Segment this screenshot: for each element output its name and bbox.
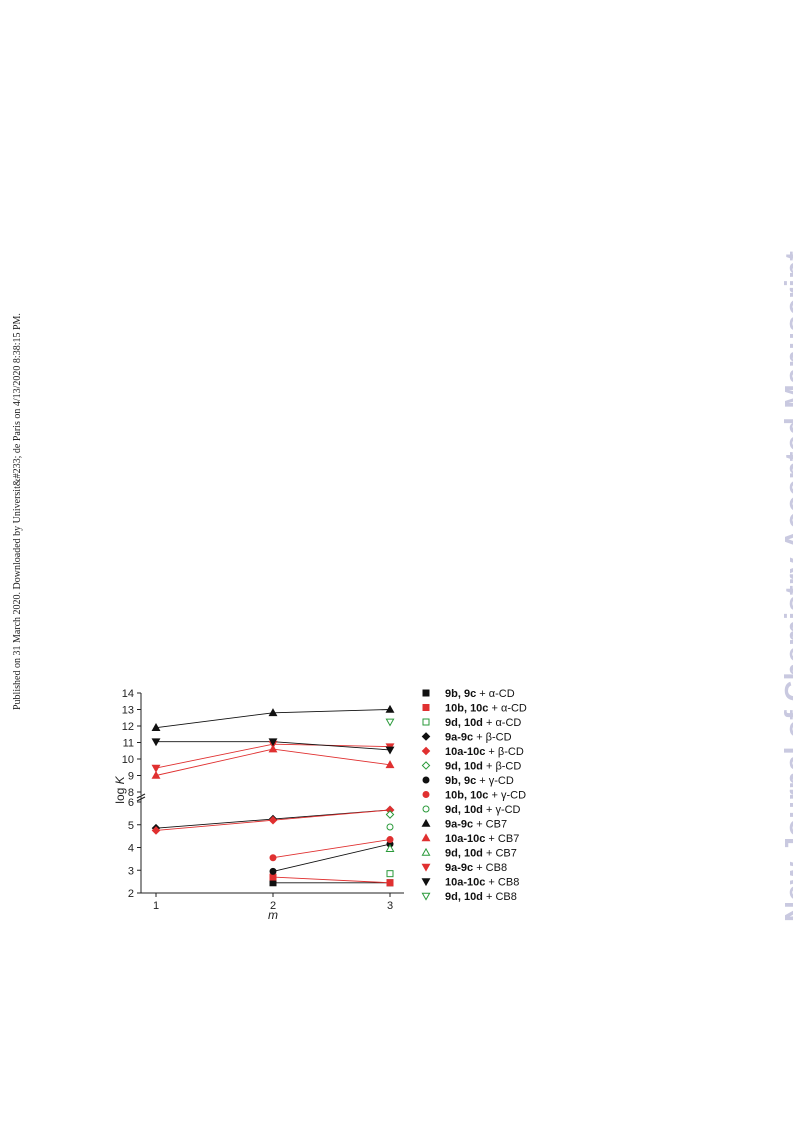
y-tick-label: 9 xyxy=(128,771,134,783)
legend-marker xyxy=(421,833,431,842)
x-axis-label: m xyxy=(268,908,278,922)
legend-marker xyxy=(421,818,431,827)
y-tick-label: 11 xyxy=(123,738,134,750)
y-tick-label: 2 xyxy=(128,888,134,900)
data-point xyxy=(385,704,395,713)
x-tick-label: 2 xyxy=(270,900,276,912)
legend-label: 10a-10c + CB8 xyxy=(445,877,519,889)
legend-marker xyxy=(421,746,431,756)
data-point xyxy=(151,826,161,835)
legend-marker xyxy=(422,776,430,784)
data-point xyxy=(269,873,277,881)
data-point xyxy=(269,867,277,875)
data-point xyxy=(386,823,394,831)
y-tick-label: 13 xyxy=(122,705,134,717)
y-tick-label: 12 xyxy=(122,721,134,733)
x-tick-label: 1 xyxy=(153,900,159,912)
legend-label: 9a-9c + CB8 xyxy=(445,862,507,874)
axis-break-mark xyxy=(136,793,146,799)
legend-label: 10a-10c + CB7 xyxy=(445,833,519,845)
legend-marker xyxy=(421,892,431,901)
legend-label: 9d, 10d + γ-CD xyxy=(445,804,521,816)
y-tick-label: 3 xyxy=(128,865,134,877)
legend-label: 10b, 10c + γ-CD xyxy=(445,790,526,802)
data-point xyxy=(268,815,278,825)
legend-label: 9d, 10d + β-CD xyxy=(445,761,521,773)
data-point xyxy=(151,738,161,747)
data-point xyxy=(385,844,395,852)
legend-label: 9a-9c + β-CD xyxy=(445,732,512,744)
legend-label: 9d, 10d + α-CD xyxy=(445,717,521,729)
data-point xyxy=(151,723,161,731)
data-point xyxy=(385,760,395,769)
series-line-2 xyxy=(272,876,391,884)
legend-marker xyxy=(422,689,430,697)
y-tick-label: 6 xyxy=(128,797,134,809)
data-point xyxy=(385,810,395,819)
data-point xyxy=(269,879,277,887)
data-point xyxy=(151,770,161,779)
legend-marker xyxy=(421,878,431,887)
y-axis-label: log K xyxy=(113,775,127,803)
legend-marker xyxy=(421,863,431,872)
legend-marker xyxy=(421,732,431,741)
data-point xyxy=(385,718,395,727)
legend-label: 9b, 9c + γ-CD xyxy=(445,775,514,787)
legend-marker xyxy=(422,805,430,813)
legend-label: 9d, 10d + CB7 xyxy=(445,848,517,860)
data-point xyxy=(151,764,161,773)
legend-label: 9a-9c + CB7 xyxy=(445,819,507,831)
data-point xyxy=(269,854,277,862)
legend-label: 10a-10c + β-CD xyxy=(445,746,524,758)
data-point xyxy=(268,738,278,747)
axis-break-mark xyxy=(136,796,146,802)
data-point xyxy=(386,879,394,887)
series-markers xyxy=(151,704,395,887)
legend-marker xyxy=(422,718,430,726)
legend-marker xyxy=(421,761,431,770)
data-point xyxy=(386,870,394,878)
series-line-7 xyxy=(272,843,391,872)
data-point xyxy=(385,746,395,755)
y-tick-label: 8 xyxy=(128,787,134,799)
y-tick-label: 5 xyxy=(128,820,134,832)
chart-legend: 9b, 9c + α-CD 10b, 10c + α-CD 9d, 10d + α-… xyxy=(421,688,527,903)
data-point xyxy=(268,708,278,717)
y-tick-label: 4 xyxy=(128,843,134,855)
series-line-8 xyxy=(272,839,391,859)
legend-marker xyxy=(422,704,430,711)
legend-marker xyxy=(422,791,430,798)
y-tick-label: 10 xyxy=(122,754,134,766)
y-tick-label: 14 xyxy=(122,688,134,700)
legend-label: 9b, 9c + α-CD xyxy=(445,688,515,700)
x-tick-label: 3 xyxy=(387,900,393,912)
series-line-11 xyxy=(155,748,391,776)
legend-marker xyxy=(421,847,431,856)
data-point xyxy=(386,836,394,844)
legend-label: 9d, 10d + CB8 xyxy=(445,891,517,903)
legend-label: 10b, 10c + α-CD xyxy=(445,703,527,715)
